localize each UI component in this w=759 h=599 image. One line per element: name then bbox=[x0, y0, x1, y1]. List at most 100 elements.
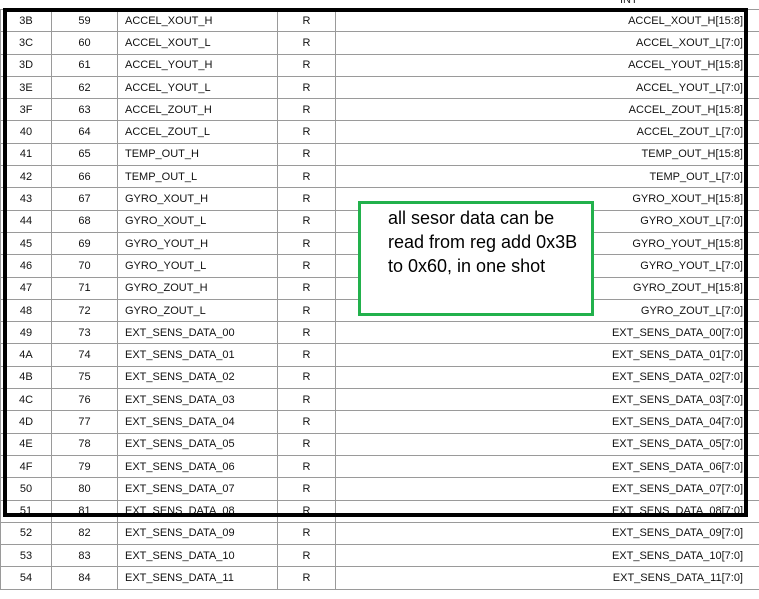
table-row: 54 84 EXT_SENS_DATA_11 R EXT_SENS_DATA_11[7:… bbox=[0, 566, 759, 590]
register-dec-cell: 68 bbox=[51, 209, 118, 233]
register-rw-cell: R bbox=[277, 454, 336, 479]
table-row: 3B 59 ACCEL_XOUT_H R ACCEL_XOUT_H[15:8] bbox=[0, 8, 759, 33]
register-dec-cell: 65 bbox=[51, 142, 118, 167]
table-row: 42 66 TEMP_OUT_L R TEMP_OUT_L[7:0] bbox=[0, 165, 759, 189]
register-name-cell: ACCEL_ZOUT_L bbox=[117, 120, 278, 144]
register-hex-cell: 40 bbox=[0, 120, 52, 144]
register-hex-cell: 43 bbox=[0, 187, 52, 211]
register-rw-cell: R bbox=[277, 209, 336, 233]
register-rw-cell: R bbox=[277, 53, 336, 77]
register-rw-cell: R bbox=[277, 321, 336, 345]
register-name-cell: GYRO_XOUT_L bbox=[117, 209, 278, 233]
register-dec-cell: 82 bbox=[51, 521, 118, 546]
register-hex-cell: 52 bbox=[0, 521, 52, 546]
register-bits-cell: EXT_SENS_DATA_01[7:0] bbox=[335, 343, 759, 367]
register-name-cell: ACCEL_XOUT_L bbox=[117, 31, 278, 55]
register-rw-cell: R bbox=[277, 120, 336, 144]
register-name-cell: EXT_SENS_DATA_06 bbox=[117, 454, 278, 479]
register-hex-cell: 45 bbox=[0, 231, 52, 256]
register-bits-cell: ACCEL_YOUT_L[7:0] bbox=[335, 75, 759, 100]
register-bits-cell: TEMP_OUT_L[7:0] bbox=[335, 165, 759, 189]
register-bits-cell: ACCEL_XOUT_H[15:8] bbox=[335, 8, 759, 33]
register-dec-cell: 78 bbox=[51, 432, 118, 456]
register-dec-cell: 70 bbox=[51, 254, 118, 278]
register-name-cell: EXT_SENS_DATA_11 bbox=[117, 566, 278, 590]
register-name-cell: EXT_SENS_DATA_01 bbox=[117, 343, 278, 367]
register-hex-cell: 50 bbox=[0, 477, 52, 501]
register-name-cell: EXT_SENS_DATA_04 bbox=[117, 410, 278, 434]
register-hex-cell: 53 bbox=[0, 544, 52, 568]
register-dec-cell: 80 bbox=[51, 477, 118, 501]
register-bits-cell: EXT_SENS_DATA_00[7:0] bbox=[335, 321, 759, 345]
register-bits-cell: EXT_SENS_DATA_05[7:0] bbox=[335, 432, 759, 456]
register-dec-cell: 74 bbox=[51, 343, 118, 367]
register-dec-cell: 76 bbox=[51, 388, 118, 412]
register-rw-cell: R bbox=[277, 566, 336, 590]
register-name-cell: ACCEL_XOUT_H bbox=[117, 8, 278, 33]
header-fragment-text: INT bbox=[620, 0, 638, 6]
register-name-cell: GYRO_XOUT_H bbox=[117, 187, 278, 211]
register-hex-cell: 42 bbox=[0, 165, 52, 189]
register-bits-cell: EXT_SENS_DATA_08[7:0] bbox=[335, 499, 759, 523]
register-hex-cell: 44 bbox=[0, 209, 52, 233]
register-bits-cell: EXT_SENS_DATA_06[7:0] bbox=[335, 454, 759, 479]
register-hex-cell: 3C bbox=[0, 31, 52, 55]
register-name-cell: TEMP_OUT_H bbox=[117, 142, 278, 167]
register-rw-cell: R bbox=[277, 254, 336, 278]
register-dec-cell: 60 bbox=[51, 31, 118, 55]
register-name-cell: ACCEL_ZOUT_H bbox=[117, 98, 278, 122]
register-dec-cell: 59 bbox=[51, 8, 118, 33]
register-rw-cell: R bbox=[277, 98, 336, 122]
register-bits-cell: EXT_SENS_DATA_11[7:0] bbox=[335, 566, 759, 590]
register-bits-cell: EXT_SENS_DATA_09[7:0] bbox=[335, 521, 759, 546]
register-dec-cell: 66 bbox=[51, 165, 118, 189]
register-name-cell: EXT_SENS_DATA_03 bbox=[117, 388, 278, 412]
register-dec-cell: 73 bbox=[51, 321, 118, 345]
register-hex-cell: 41 bbox=[0, 142, 52, 167]
register-name-cell: EXT_SENS_DATA_10 bbox=[117, 544, 278, 568]
register-rw-cell: R bbox=[277, 75, 336, 100]
register-map-table: 3B 59 ACCEL_XOUT_H R ACCEL_XOUT_H[15:8] 3C 60 A… bbox=[0, 8, 759, 590]
register-bits-cell: EXT_SENS_DATA_07[7:0] bbox=[335, 477, 759, 501]
register-rw-cell: R bbox=[277, 231, 336, 256]
register-hex-cell: 4D bbox=[0, 410, 52, 434]
annotation-note-text: all sesor data can be read from reg add … bbox=[388, 208, 578, 276]
register-name-cell: GYRO_ZOUT_H bbox=[117, 276, 278, 300]
register-dec-cell: 75 bbox=[51, 365, 118, 390]
register-hex-cell: 3D bbox=[0, 53, 52, 77]
register-hex-cell: 4B bbox=[0, 365, 52, 390]
table-row: 4C 76 EXT_SENS_DATA_03 R EXT_SENS_DATA_03[7:… bbox=[0, 388, 759, 412]
register-hex-cell: 46 bbox=[0, 254, 52, 278]
register-map-body: 3B 59 ACCEL_XOUT_H R ACCEL_XOUT_H[15:8] 3C 60 A… bbox=[0, 8, 759, 590]
table-header-fragment: INT bbox=[0, 0, 759, 12]
register-name-cell: EXT_SENS_DATA_00 bbox=[117, 321, 278, 345]
register-rw-cell: R bbox=[277, 8, 336, 33]
register-dec-cell: 69 bbox=[51, 231, 118, 256]
register-rw-cell: R bbox=[277, 165, 336, 189]
register-rw-cell: R bbox=[277, 365, 336, 390]
table-row: 53 83 EXT_SENS_DATA_10 R EXT_SENS_DATA_10[7:… bbox=[0, 544, 759, 568]
register-dec-cell: 84 bbox=[51, 566, 118, 590]
register-dec-cell: 71 bbox=[51, 276, 118, 300]
register-hex-cell: 4F bbox=[0, 454, 52, 479]
table-row: 3E 62 ACCEL_YOUT_L R ACCEL_YOUT_L[7:0] bbox=[0, 75, 759, 100]
register-hex-cell: 51 bbox=[0, 499, 52, 523]
register-rw-cell: R bbox=[277, 187, 336, 211]
annotation-note-box: all sesor data can be read from reg add … bbox=[358, 201, 594, 316]
register-bits-cell: ACCEL_YOUT_H[15:8] bbox=[335, 53, 759, 77]
register-bits-cell: ACCEL_ZOUT_L[7:0] bbox=[335, 120, 759, 144]
register-name-cell: ACCEL_YOUT_H bbox=[117, 53, 278, 77]
register-hex-cell: 4A bbox=[0, 343, 52, 367]
register-bits-cell: EXT_SENS_DATA_04[7:0] bbox=[335, 410, 759, 434]
register-hex-cell: 3B bbox=[0, 8, 52, 33]
register-rw-cell: R bbox=[277, 499, 336, 523]
register-hex-cell: 54 bbox=[0, 566, 52, 590]
register-hex-cell: 3E bbox=[0, 75, 52, 100]
table-row: 3D 61 ACCEL_YOUT_H R ACCEL_YOUT_H[15:8] bbox=[0, 53, 759, 77]
register-name-cell: EXT_SENS_DATA_09 bbox=[117, 521, 278, 546]
register-bits-cell: EXT_SENS_DATA_03[7:0] bbox=[335, 388, 759, 412]
register-bits-cell: EXT_SENS_DATA_10[7:0] bbox=[335, 544, 759, 568]
register-hex-cell: 48 bbox=[0, 298, 52, 323]
table-row: 40 64 ACCEL_ZOUT_L R ACCEL_ZOUT_L[7:0] bbox=[0, 120, 759, 144]
register-name-cell: EXT_SENS_DATA_05 bbox=[117, 432, 278, 456]
